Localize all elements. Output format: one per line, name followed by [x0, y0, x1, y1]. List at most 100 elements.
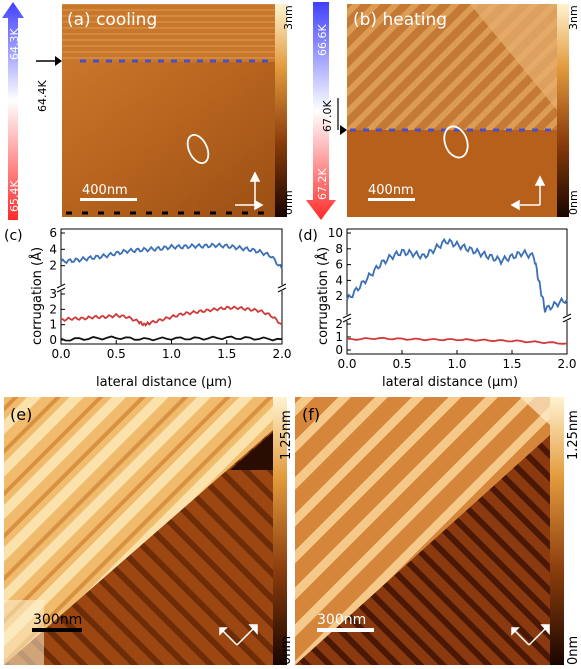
temp-bottom-a: 65.4K [8, 180, 21, 212]
x-tick-label: 2.0 [557, 357, 576, 371]
colorbar-top-a: 3nm [282, 5, 295, 30]
x-tick-label: 0.5 [392, 357, 411, 371]
chart-d-ylabel: corrugation (Å) [315, 247, 331, 345]
y-tick-label: 10 [328, 226, 343, 240]
axis-break-mask [343, 315, 351, 321]
axis-break [56, 283, 66, 289]
y-tick-label: 4 [49, 242, 57, 256]
temp-top-b: 66.6K [316, 24, 329, 56]
afm-image-a-bottom [62, 62, 275, 217]
x-tick-label: 0.0 [51, 347, 70, 361]
temperature-arrow-a [2, 2, 24, 220]
y-tick-label: 4 [335, 273, 343, 287]
chart-c-xlabel: lateral distance (µm) [96, 375, 232, 390]
colorbar-bottom-e: 0nm [279, 636, 294, 665]
axis-break [277, 287, 287, 293]
colorbar-bottom-f: 0nm [566, 636, 581, 665]
x-tick-label: 1.5 [502, 357, 521, 371]
defect-circle-a [186, 133, 210, 165]
axis-break [277, 283, 287, 289]
x-tick-label: 1.0 [162, 347, 181, 361]
x-tick-label: 2.0 [272, 347, 291, 361]
y-tick-label: 0 [335, 343, 343, 357]
axis-break-mask [57, 285, 65, 291]
colorbar-top-b: 3nm [567, 5, 580, 30]
series-line-0 [346, 237, 568, 313]
afm-image-f-bright [520, 397, 550, 425]
y-tick-label: 2 [49, 259, 57, 273]
x-tick-label: 0.0 [337, 357, 356, 371]
y-tick-label: 3 [49, 287, 57, 301]
series-line-2 [60, 335, 283, 342]
x-tick-label: 0.5 [107, 347, 126, 361]
temp-bottom-b: 67.2K [316, 168, 329, 200]
colorbar-b [557, 4, 569, 217]
chart-d-xlabel: lateral distance (µm) [382, 375, 518, 390]
series-line-1 [346, 336, 568, 345]
axis-break [342, 317, 352, 323]
scan-axes-a [235, 171, 264, 211]
panel-a: 64.3K 64.4K 65.4K (a) cooling 400nm 3nm … [2, 2, 295, 220]
scalebar-f [317, 628, 374, 632]
scalebar-label-b: 400nm [368, 183, 414, 198]
series-line-1 [60, 305, 283, 328]
afm-image-e-dark-corner [230, 432, 273, 470]
colorbar-top-f: 1.25nm [566, 410, 581, 460]
y-tick-label: 6 [335, 258, 343, 272]
y-tick-label: 6 [49, 226, 57, 240]
y-tick-label: 2 [335, 317, 343, 331]
colorbar-top-e: 1.25nm [279, 410, 294, 460]
scalebar-label-a: 400nm [82, 183, 128, 198]
scan-axes-f [511, 624, 550, 646]
scan-axes-e [219, 624, 258, 646]
y-tick-label: 1 [49, 318, 57, 332]
colorbar-a [275, 4, 287, 217]
axis-break [342, 313, 352, 319]
temperature-arrow-b [306, 2, 336, 220]
panel-f: (f) 300nm 1.25nm 0nm [295, 397, 581, 665]
panel-e: (e) 300nm 1.25nm 0nm [4, 397, 294, 665]
chart-d-frame [346, 228, 568, 355]
panel-label-d: (d) [298, 228, 318, 244]
panel-label-f: (f) [302, 405, 320, 424]
temp-top-a: 64.3K [8, 28, 21, 60]
afm-image-b-bottom [347, 130, 557, 217]
y-tick-label: 8 [335, 242, 343, 256]
defect-circle-b [443, 125, 469, 159]
y-tick-label: 2 [49, 302, 57, 316]
x-tick-label: 1.0 [447, 357, 466, 371]
marker-arrow-b [340, 125, 347, 135]
afm-image-e-bright [4, 600, 44, 665]
afm-image-b-bright [470, 4, 557, 110]
panel-label-e: (e) [10, 405, 32, 424]
scalebar-e [32, 628, 82, 632]
series-line-0 [60, 242, 283, 270]
scalebar-b [368, 198, 415, 201]
scan-axes-b [510, 175, 546, 211]
panel-label-c: (c) [4, 228, 23, 244]
axis-break [56, 287, 66, 293]
colorbar-bottom-a: 0nm [282, 190, 295, 215]
chart-c-ylabel: corrugation (Å) [29, 247, 45, 345]
panel-label-a: (a) cooling [67, 10, 157, 30]
y-tick-label: 2 [335, 289, 343, 303]
colorbar-f [550, 397, 564, 665]
colorbar-e [273, 397, 287, 665]
colorbar-bottom-b: 0nm [567, 190, 580, 215]
axis-break-mask [563, 315, 571, 321]
y-tick-label: 1 [335, 330, 343, 344]
axis-break [562, 313, 572, 319]
scalebar-label-f: 300nm [317, 612, 366, 628]
panel-label-b: (b) heating [353, 10, 447, 30]
temp-mid-a: 64.4K [36, 80, 49, 112]
temp-mid-b: 67.0K [321, 100, 334, 132]
afm-image-a-top [62, 4, 275, 62]
scalebar-label-e: 300nm [33, 612, 82, 628]
panel-b: 66.6K 67.0K 67.2K (b) heating 400nm 3nm … [306, 2, 580, 220]
afm-image-f-lower [295, 435, 550, 665]
